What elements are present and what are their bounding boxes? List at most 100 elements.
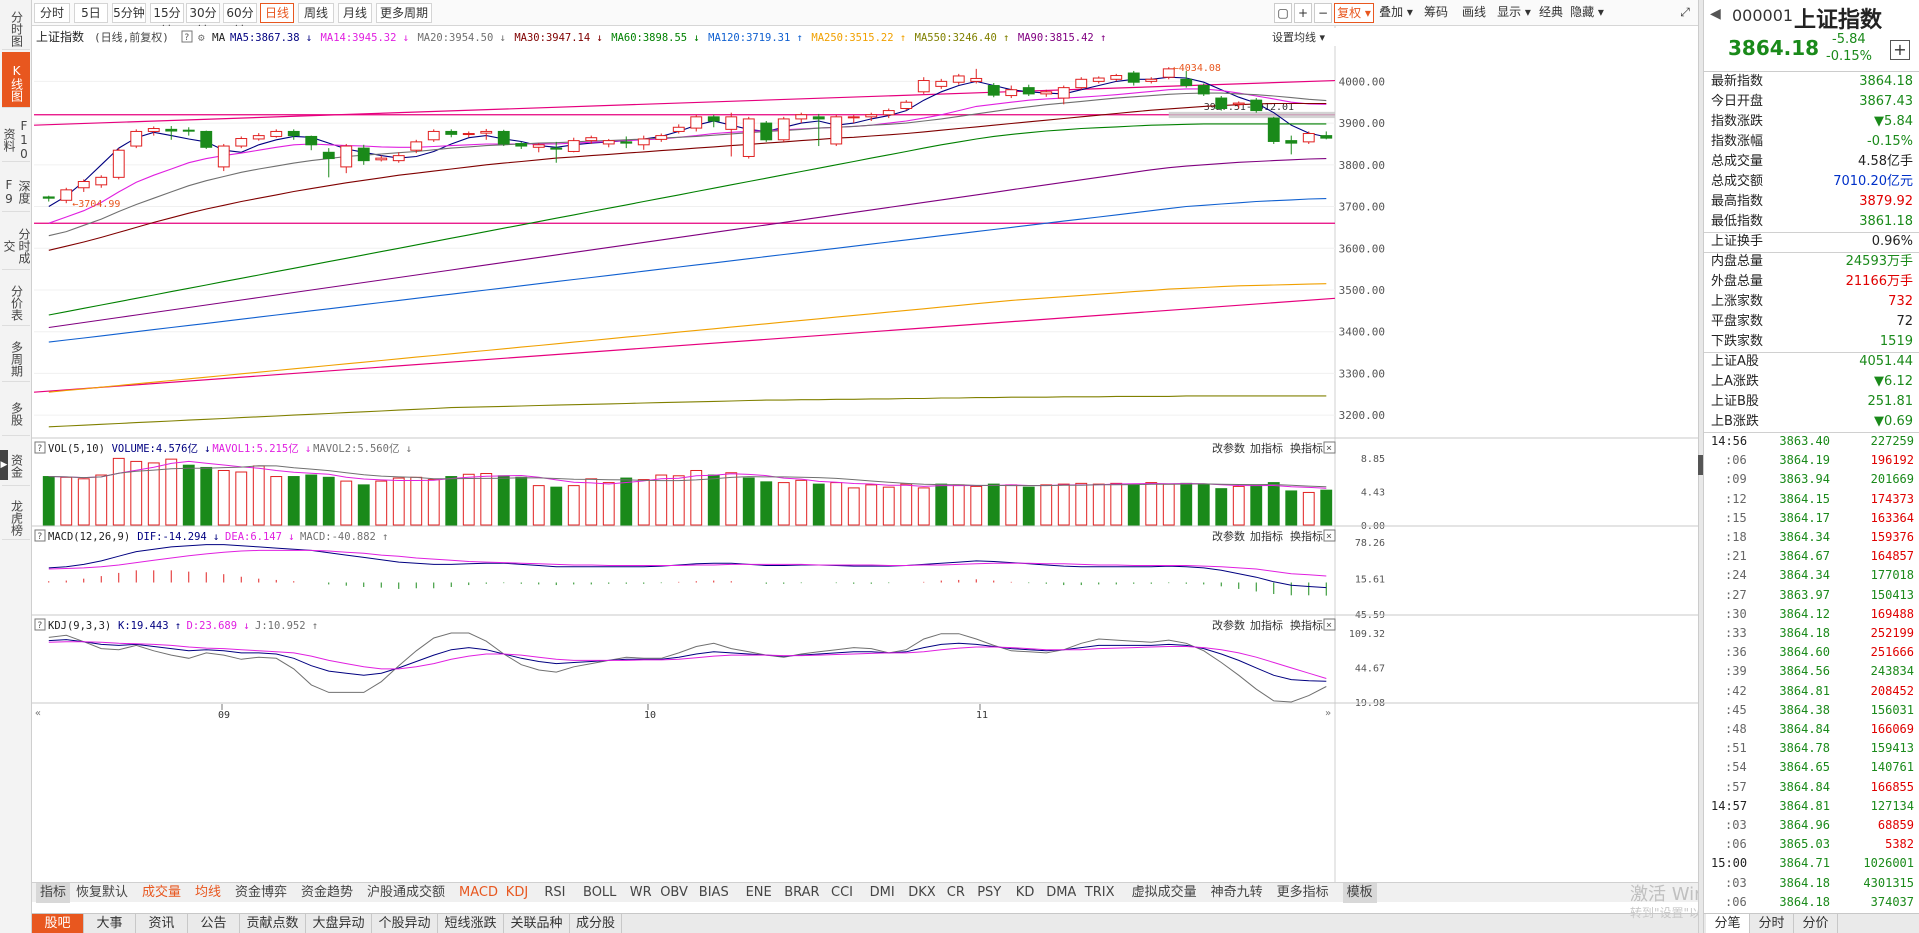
scroll-right-icon[interactable]: » (1325, 708, 1331, 719)
collapse-icon[interactable]: ⤢ (1680, 5, 1690, 19)
close-panel-icon[interactable] (1323, 529, 1336, 542)
candle[interactable] (270, 129, 283, 138)
candle[interactable] (1302, 131, 1315, 144)
candle[interactable] (707, 114, 720, 128)
indicator-tab-23[interactable]: TRIX (1084, 885, 1115, 900)
candle[interactable] (830, 114, 843, 147)
candle[interactable] (655, 133, 668, 142)
left-nav-item-8[interactable]: 资金 (2, 440, 30, 486)
candle[interactable] (287, 129, 300, 140)
candle[interactable] (252, 133, 265, 141)
indicator-tab-15[interactable]: BRAR (784, 885, 820, 900)
candle[interactable] (935, 78, 948, 89)
candle[interactable] (1320, 131, 1333, 140)
indicator-tab-8[interactable]: KDJ (505, 885, 529, 900)
indicator-tab-21[interactable]: KD (1015, 885, 1035, 900)
bottom-tab-4[interactable]: 贡献点数 (240, 914, 306, 933)
indicator-tab-14[interactable]: ENE (745, 885, 772, 900)
candle[interactable] (550, 141, 563, 163)
trend-line[interactable] (33, 79, 1336, 126)
toolbar-button-2[interactable]: 筹码 (1423, 5, 1448, 19)
candle[interactable] (1022, 84, 1035, 96)
candle[interactable] (200, 130, 213, 149)
candle[interactable] (1197, 83, 1210, 96)
candle[interactable] (602, 138, 615, 148)
period-tab-0[interactable]: 分时 (34, 3, 70, 23)
panel-button-1[interactable]: 加指标 (1250, 441, 1283, 455)
candle[interactable] (1057, 85, 1070, 105)
candle[interactable] (900, 100, 913, 111)
bottom-tab-3[interactable]: 公告 (188, 914, 240, 933)
candle[interactable] (410, 139, 423, 154)
candle[interactable] (462, 131, 475, 138)
candle[interactable] (427, 129, 440, 142)
candle[interactable] (690, 114, 703, 132)
period-tab-5[interactable]: 60分钟 (223, 3, 257, 38)
quote-bottom-tab-0[interactable]: 分笔 (1706, 914, 1750, 933)
indicator-tab-7[interactable]: MACD (459, 885, 498, 900)
candle[interactable] (1250, 98, 1263, 113)
bottom-tab-0[interactable]: 股吧 (32, 914, 84, 933)
indicator-tab-16[interactable]: CCI (831, 885, 853, 900)
scroll-left-icon[interactable]: « (35, 708, 41, 719)
candle[interactable] (357, 144, 370, 165)
bottom-tab-6[interactable]: 个股异动 (372, 914, 438, 933)
left-nav-item-2[interactable]: F10资料 (2, 112, 31, 162)
toolbar-button-5[interactable]: 经典 (1538, 5, 1563, 19)
panel-button-2[interactable]: 换指标 (1290, 529, 1323, 543)
indicator-tab-4[interactable]: 资金博弈 (235, 885, 288, 900)
toolbar-button-4[interactable]: 显示 ▾ (1497, 5, 1531, 19)
left-nav-item-7[interactable]: 多股 (2, 386, 30, 436)
bottom-tab-2[interactable]: 资讯 (136, 914, 188, 933)
candle[interactable] (1075, 77, 1088, 90)
help-icon[interactable] (34, 441, 46, 454)
candle[interactable] (585, 135, 598, 144)
indicator-tab-9[interactable]: RSI (544, 885, 566, 900)
bottom-tab-9[interactable]: 成分股 (570, 914, 622, 933)
candle[interactable] (672, 124, 685, 134)
indicator-tab-20[interactable]: PSY (977, 885, 1002, 900)
candle[interactable] (112, 148, 125, 180)
candle[interactable] (147, 126, 160, 136)
period-tab-4[interactable]: 30分钟 (186, 3, 220, 38)
bottom-tab-1[interactable]: 大事 (84, 914, 136, 933)
window-icon[interactable]: ▢ (1274, 3, 1292, 23)
candle[interactable] (917, 77, 930, 94)
prev-stock-icon[interactable]: ◀ (1710, 6, 1721, 22)
range-box[interactable] (1168, 111, 1335, 119)
candle[interactable] (42, 195, 55, 202)
indicator-tab-3[interactable]: 均线 (195, 885, 222, 900)
candle[interactable] (1215, 95, 1228, 111)
indicator-tab-26[interactable]: 更多指标 (1276, 885, 1329, 900)
quote-bottom-tab-2[interactable]: 分价 (1794, 914, 1838, 933)
candle[interactable] (620, 136, 633, 149)
plus-icon[interactable]: + (1294, 3, 1312, 23)
candle[interactable] (742, 116, 755, 159)
left-nav-item-5[interactable]: 分价表 (2, 274, 30, 326)
left-nav-item-6[interactable]: 多周期 (2, 330, 30, 382)
candle[interactable] (847, 114, 860, 124)
candle[interactable] (1110, 73, 1123, 82)
candle[interactable] (130, 129, 143, 149)
indicator-tab-2[interactable]: 成交量 (142, 885, 182, 900)
candle[interactable] (515, 141, 528, 149)
indicator-tab-11[interactable]: WR (629, 885, 652, 900)
candle[interactable] (60, 187, 73, 204)
period-tab-9[interactable]: 更多周期 ▾ (376, 3, 432, 38)
period-tab-2[interactable]: 5分钟 (112, 3, 146, 23)
bottom-tab-5[interactable]: 大盘异动 (306, 914, 372, 933)
left-nav-item-1[interactable]: K线图 (2, 52, 30, 108)
candle[interactable] (392, 152, 405, 163)
candle[interactable] (760, 121, 773, 142)
indicator-tab-17[interactable]: DMI (869, 885, 895, 900)
candle[interactable] (1180, 70, 1193, 88)
left-nav-item-3[interactable]: 深度F9 (2, 166, 31, 212)
bottom-tab-8[interactable]: 关联品种 (504, 914, 570, 933)
indicator-tab-13[interactable]: BIAS (698, 885, 729, 900)
quote-bottom-tab-1[interactable]: 分时 (1750, 914, 1794, 933)
panel-button-0[interactable]: 改参数 (1212, 529, 1245, 543)
help-icon[interactable] (181, 30, 193, 43)
candle[interactable] (1040, 89, 1053, 97)
candle[interactable] (567, 137, 580, 153)
candle[interactable] (532, 143, 545, 153)
